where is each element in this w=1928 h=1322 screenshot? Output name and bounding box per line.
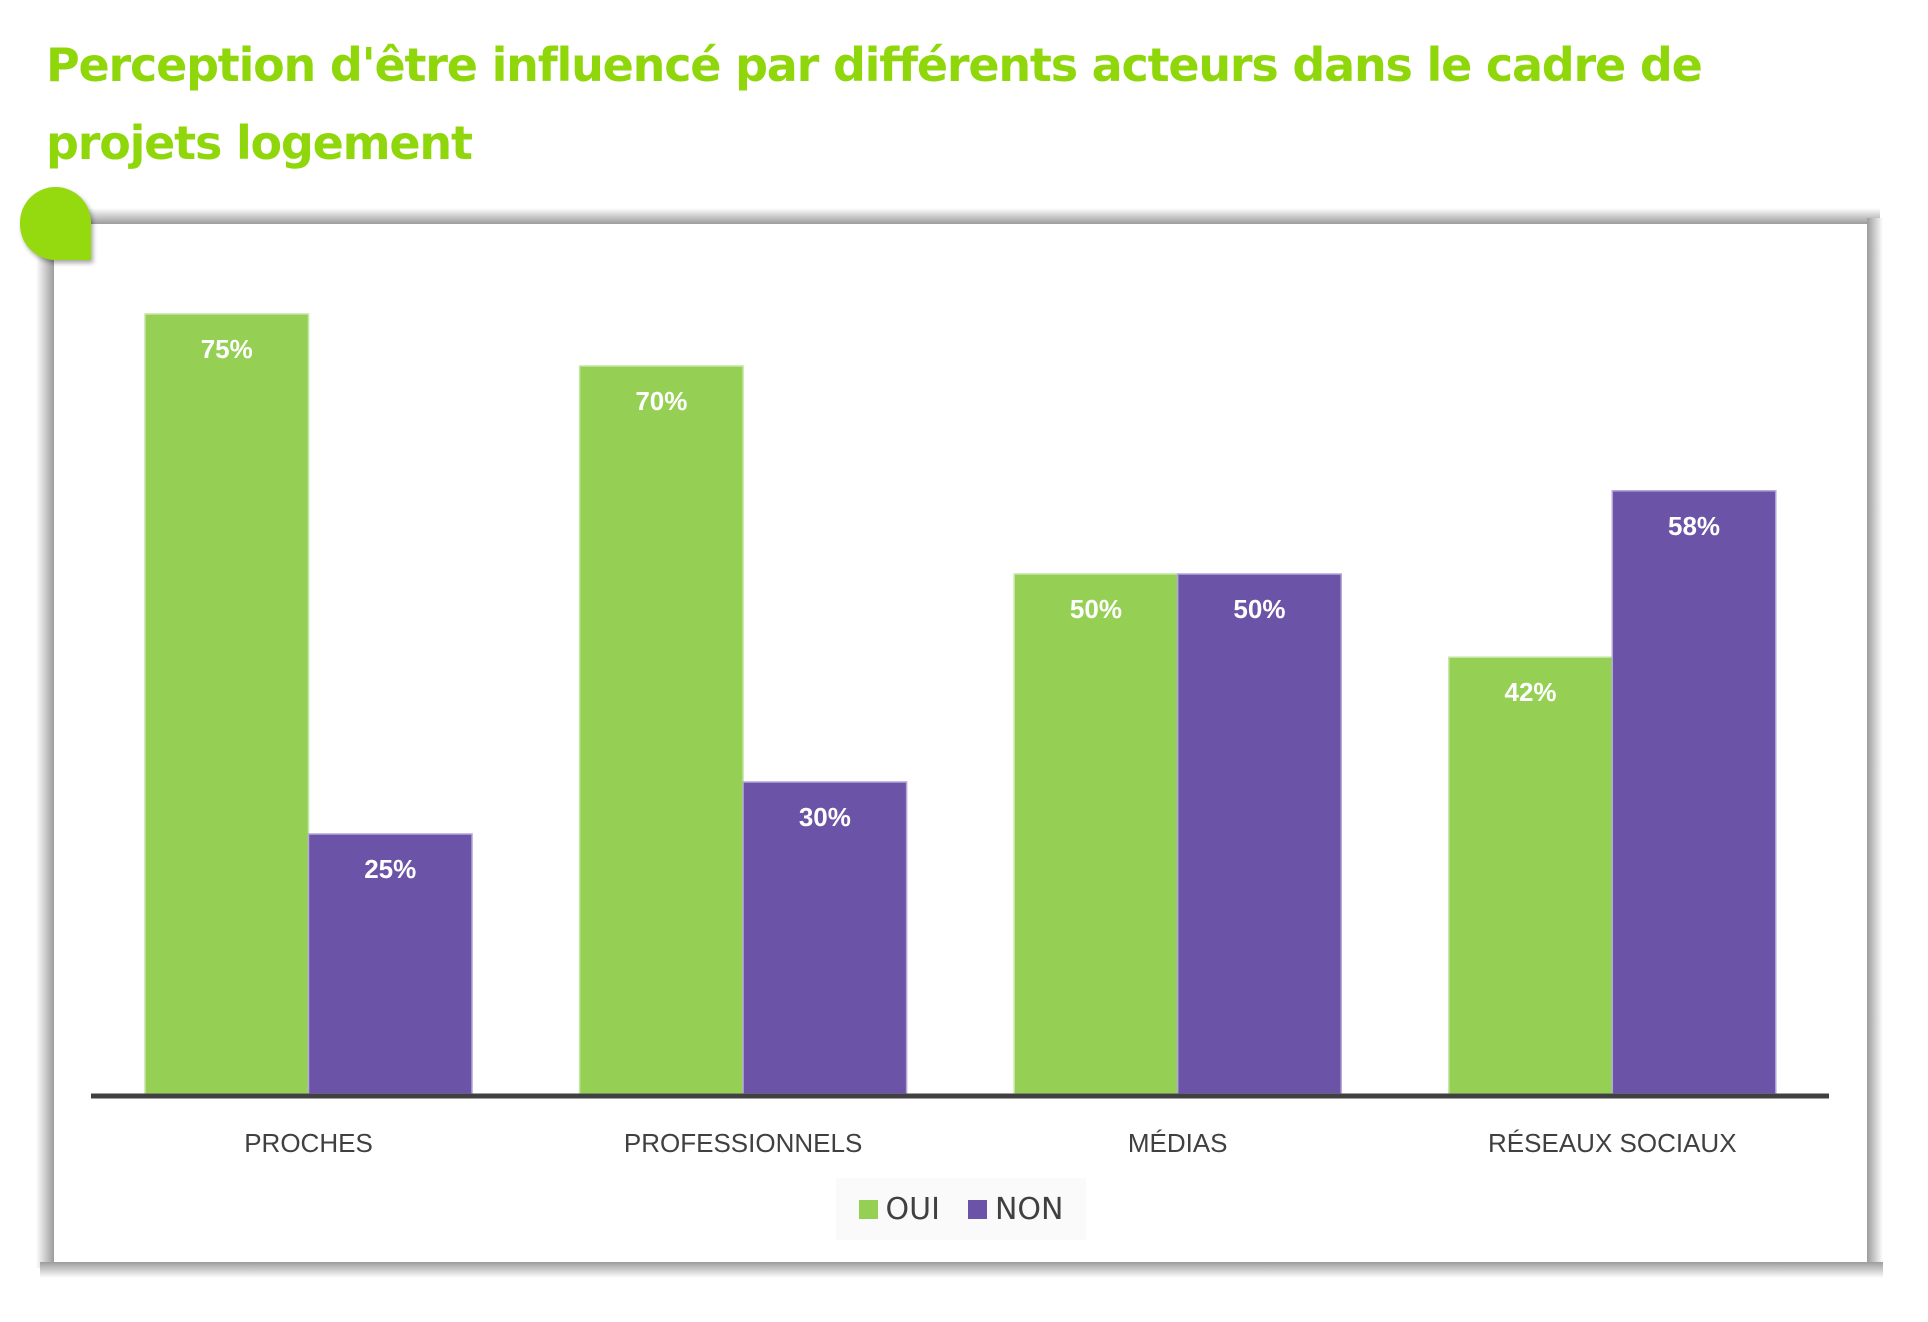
chart-title: Perception d'être influencé par différen… [46, 38, 1703, 170]
data-label-non-medias: 50% [1233, 594, 1285, 624]
data-label-non-professionnels: 30% [799, 802, 851, 832]
legend-label-oui: OUI [885, 1191, 940, 1227]
frame-shadow [36, 224, 54, 1268]
data-label-non-reseaux-sociaux: 58% [1668, 511, 1720, 541]
data-label-oui-proches: 75% [201, 334, 253, 364]
category-labels-group: PROCHES PROFESSIONNELS MÉDIAS RÉSEAUX SOCIA… [244, 1128, 1736, 1158]
category-label-medias: MÉDIAS [1128, 1128, 1228, 1158]
bar-oui-reseaux-sociaux [1448, 656, 1614, 1095]
frame-shadow [40, 208, 1880, 224]
category-label-professionnels: PROFESSIONNELS [624, 1128, 862, 1158]
legend-swatch-oui [858, 1199, 878, 1219]
bar-non-professionnels [742, 781, 908, 1095]
data-label-non-proches: 25% [364, 854, 416, 884]
bar-oui-proches [144, 313, 310, 1095]
bar-non-reseaux-sociaux [1611, 490, 1777, 1095]
category-label-proches: PROCHES [244, 1128, 373, 1158]
data-label-oui-reseaux-sociaux: 42% [1505, 677, 1557, 707]
leaf-decoration-icon [20, 187, 91, 260]
legend-label-non: NON [994, 1191, 1064, 1227]
legend-swatch-non [967, 1199, 987, 1219]
frame-shadow [40, 1262, 1883, 1278]
data-labels-group: 75% 25% 70% 30% 50% 50% 42% 58% [201, 334, 1720, 884]
legend: OUI NON [836, 1178, 1086, 1240]
bar-oui-professionnels [578, 365, 744, 1095]
bar-oui-medias [1013, 573, 1179, 1095]
frame-shadow [1867, 218, 1883, 1268]
bar-non-medias [1176, 573, 1342, 1095]
data-label-oui-medias: 50% [1070, 594, 1122, 624]
legend-item-non: NON [967, 1191, 1064, 1227]
data-label-oui-professionnels: 70% [635, 386, 687, 416]
bar-non-proches [307, 833, 473, 1095]
category-label-reseaux-sociaux: RÉSEAUX SOCIAUX [1488, 1128, 1737, 1158]
legend-item-oui: OUI [858, 1191, 940, 1227]
